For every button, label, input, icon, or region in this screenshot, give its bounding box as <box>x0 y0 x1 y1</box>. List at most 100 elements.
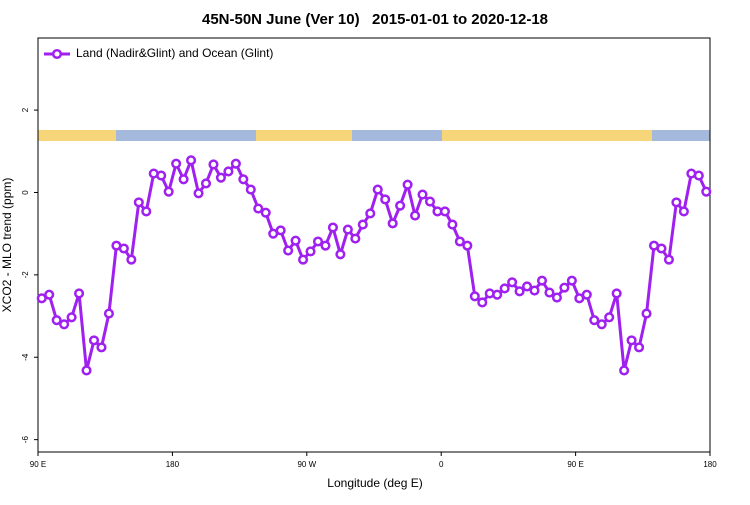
map-strip <box>38 130 710 141</box>
x-axis-label: Longitude (deg E) <box>327 476 422 490</box>
point <box>283 245 294 256</box>
x-tick-label: 90 W <box>297 460 316 469</box>
point <box>544 287 555 298</box>
y-tick-label: -4 <box>21 353 30 361</box>
point <box>208 159 219 170</box>
point <box>477 297 488 308</box>
point <box>320 240 331 251</box>
point <box>626 335 637 346</box>
legend-marker <box>51 48 63 60</box>
point <box>133 197 144 208</box>
x-tick-label: 180 <box>166 460 180 469</box>
point <box>641 308 652 319</box>
x-tick-label: 90 E <box>30 460 46 469</box>
point <box>536 275 548 286</box>
point <box>335 249 346 260</box>
point <box>619 365 630 376</box>
point <box>656 243 667 254</box>
point <box>663 254 674 265</box>
point <box>312 236 324 247</box>
point <box>439 206 450 217</box>
point <box>223 166 234 177</box>
point <box>701 186 712 197</box>
point <box>469 291 480 302</box>
point <box>634 342 645 353</box>
point <box>81 365 92 376</box>
point <box>499 283 510 294</box>
point <box>126 254 137 265</box>
point <box>454 236 465 247</box>
plot-frame <box>37 37 711 453</box>
point <box>141 206 152 217</box>
point <box>559 282 570 293</box>
point <box>238 174 249 185</box>
point <box>678 206 689 217</box>
point <box>118 243 129 254</box>
point <box>59 319 70 330</box>
point <box>103 308 114 319</box>
point <box>402 179 413 190</box>
point <box>44 289 55 300</box>
point <box>671 197 682 208</box>
point <box>410 210 421 221</box>
point <box>178 174 189 185</box>
point <box>88 335 100 346</box>
x-tick-label: 180 <box>703 460 717 469</box>
point <box>275 225 286 236</box>
point <box>693 170 704 181</box>
point <box>163 186 174 197</box>
point <box>596 319 607 330</box>
y-tick-label: -6 <box>21 436 30 444</box>
point <box>290 235 301 246</box>
point <box>171 158 182 169</box>
point <box>387 218 398 229</box>
point <box>327 222 338 233</box>
x-tick-label: 0 <box>439 460 444 469</box>
point <box>51 315 62 326</box>
point <box>574 293 585 304</box>
point <box>611 288 622 299</box>
point <box>156 170 167 181</box>
point <box>462 240 473 251</box>
y-tick-label: -2 <box>21 271 30 279</box>
point <box>589 315 600 326</box>
point <box>507 277 518 288</box>
point <box>298 254 309 265</box>
point <box>551 292 562 303</box>
point <box>342 224 353 235</box>
point <box>529 285 540 296</box>
point <box>365 208 376 219</box>
point <box>447 219 458 230</box>
point <box>522 281 533 292</box>
point <box>417 189 428 200</box>
y-axis-label: XCO2 - MLO trend (ppm) <box>0 178 14 313</box>
point <box>380 194 391 205</box>
point <box>230 158 241 169</box>
y-tick-label: 2 <box>21 107 30 112</box>
point <box>514 286 525 297</box>
point <box>245 184 256 195</box>
point <box>200 178 212 189</box>
point <box>357 219 368 230</box>
y-tick-label: 0 <box>21 190 30 195</box>
point <box>74 288 85 299</box>
point <box>424 196 436 207</box>
legend-label: Land (Nadir&Glint) and Ocean (Glint) <box>76 46 273 60</box>
point <box>566 275 577 286</box>
chart-title: 45N-50N June (Ver 10) 2015-01-01 to 2020… <box>202 11 548 28</box>
point <box>395 200 406 211</box>
point <box>253 203 264 214</box>
x-tick-label: 90 E <box>567 460 583 469</box>
point <box>581 289 592 300</box>
point <box>604 312 615 323</box>
point <box>260 207 271 218</box>
point <box>96 342 107 353</box>
point <box>36 293 47 304</box>
point <box>350 233 361 244</box>
point <box>372 184 383 195</box>
point <box>66 312 77 323</box>
point <box>215 172 226 183</box>
point <box>492 289 503 300</box>
point <box>193 188 204 199</box>
